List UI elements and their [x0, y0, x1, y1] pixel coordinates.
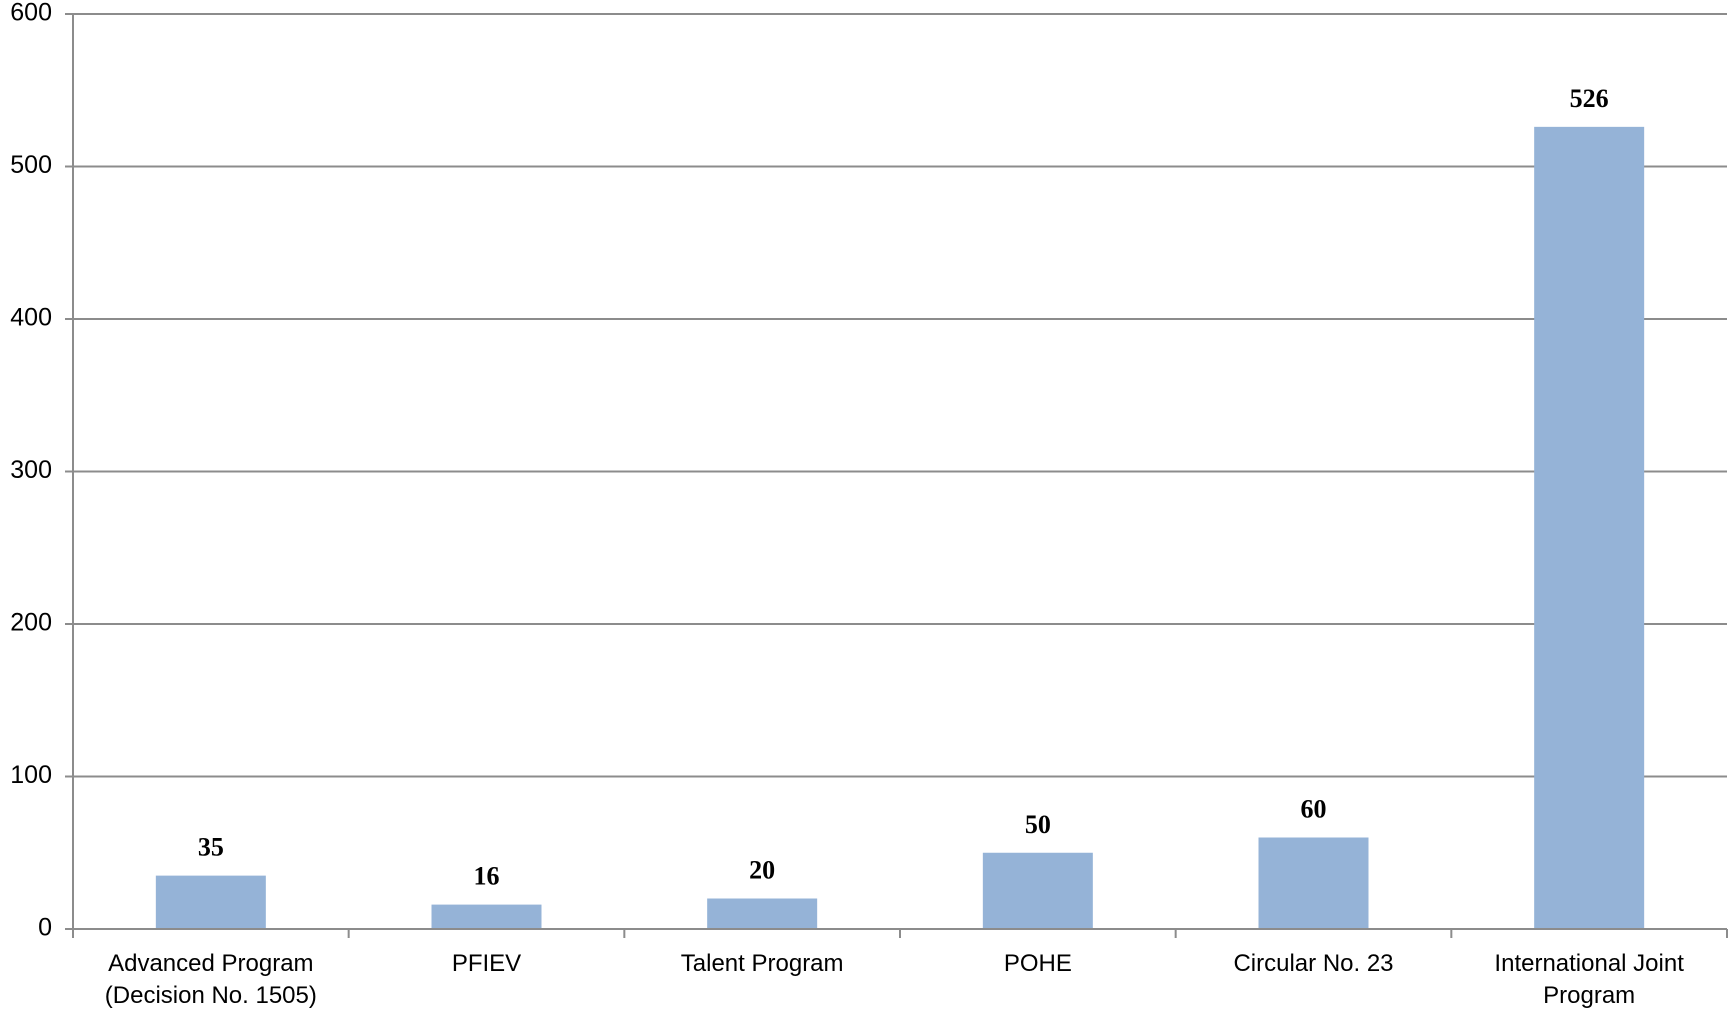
data-label: 16 [474, 862, 500, 891]
y-tick-label: 200 [10, 609, 52, 637]
y-tick-label: 100 [10, 761, 52, 789]
y-tick-label: 600 [10, 0, 52, 27]
data-label: 35 [198, 833, 224, 862]
bar [1534, 126, 1645, 930]
x-category-label: Circular No. 23 [1233, 950, 1393, 977]
data-label: 50 [1025, 810, 1051, 839]
x-category-label: Talent Program [681, 950, 844, 977]
bar [707, 898, 818, 929]
data-label: 20 [749, 856, 775, 885]
bar [1258, 837, 1369, 929]
x-category-label: International Joint [1494, 950, 1684, 977]
x-category-label: Program [1543, 982, 1635, 1009]
y-tick-label: 400 [10, 304, 52, 332]
labels: 0 100 200 300 400 500 600 35 Advanced Program (De… [10, 0, 1684, 1009]
bar [982, 852, 1093, 929]
x-category-label: POHE [1004, 950, 1072, 977]
y-tick-label: 500 [10, 151, 52, 179]
data-label: 526 [1570, 84, 1609, 113]
x-category-label: PFIEV [452, 950, 521, 977]
gridlines [73, 13, 1727, 778]
axes [65, 13, 1728, 938]
bar [431, 904, 542, 929]
y-tick-label: 300 [10, 456, 52, 484]
x-category-label: Advanced Program [108, 950, 313, 977]
x-category-label: (Decision No. 1505) [105, 982, 317, 1009]
bar [155, 875, 266, 929]
data-label: 60 [1301, 795, 1327, 824]
y-tick-label: 0 [38, 914, 52, 942]
bars [155, 126, 1645, 930]
